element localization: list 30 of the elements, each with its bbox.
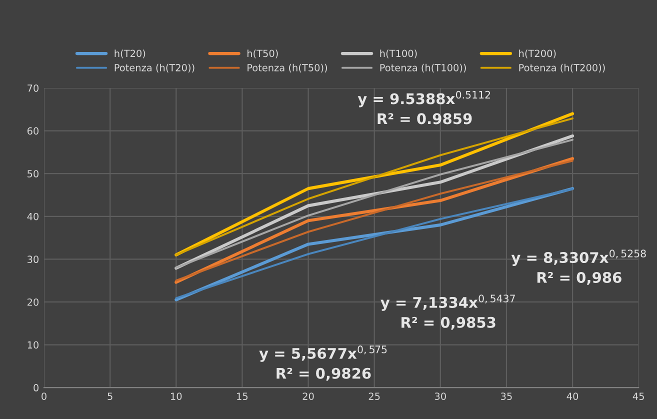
y-tick-label: 20 bbox=[28, 298, 39, 306]
legend-label: Potenza (h(T20)) bbox=[114, 64, 194, 73]
x-tick-label: 0 bbox=[42, 392, 46, 400]
y-tick-label: 10 bbox=[28, 341, 39, 349]
x-tick-label: 45 bbox=[632, 392, 644, 400]
x-tick-label: 40 bbox=[566, 392, 578, 400]
y-tick-label: 50 bbox=[28, 170, 39, 178]
x-tick-label: 30 bbox=[434, 392, 446, 400]
x-tick-label: 10 bbox=[171, 392, 182, 400]
x-tick-label: 15 bbox=[237, 392, 248, 400]
y-tick-label: 30 bbox=[28, 256, 39, 264]
y-tick-label: 0 bbox=[34, 384, 39, 392]
legend-label: h(T200) bbox=[519, 50, 556, 58]
legend-label: h(T20) bbox=[114, 50, 146, 58]
text: y = 8,3307x$^{0,5258}$ R² = 0,986 bbox=[511, 250, 646, 285]
y-tick-label: 40 bbox=[27, 212, 39, 220]
x-tick-label: 25 bbox=[368, 392, 380, 400]
x-tick-label: 5 bbox=[108, 392, 112, 400]
text: y = 9.5388x$^{0.5112}$ R² = 0.9859 bbox=[358, 90, 490, 124]
text: y = 5,5677x$^{0,575}$ R² = 0,9826 bbox=[259, 346, 387, 381]
legend-label: Potenza (h(T50)) bbox=[248, 64, 327, 73]
y-tick-label: 70 bbox=[28, 84, 39, 92]
x-tick-label: 35 bbox=[501, 392, 512, 400]
legend-label: h(T100) bbox=[380, 50, 417, 58]
legend-label: Potenza (h(T100)) bbox=[380, 64, 466, 73]
y-tick-label: 60 bbox=[27, 127, 39, 135]
text: y = 7,1334x$^{0,5437}$ R² = 0,9853 bbox=[380, 294, 515, 330]
legend-label: Potenza (h(T200)) bbox=[519, 64, 605, 73]
legend-label: h(T50) bbox=[248, 50, 278, 58]
x-tick-label: 20 bbox=[302, 392, 314, 400]
